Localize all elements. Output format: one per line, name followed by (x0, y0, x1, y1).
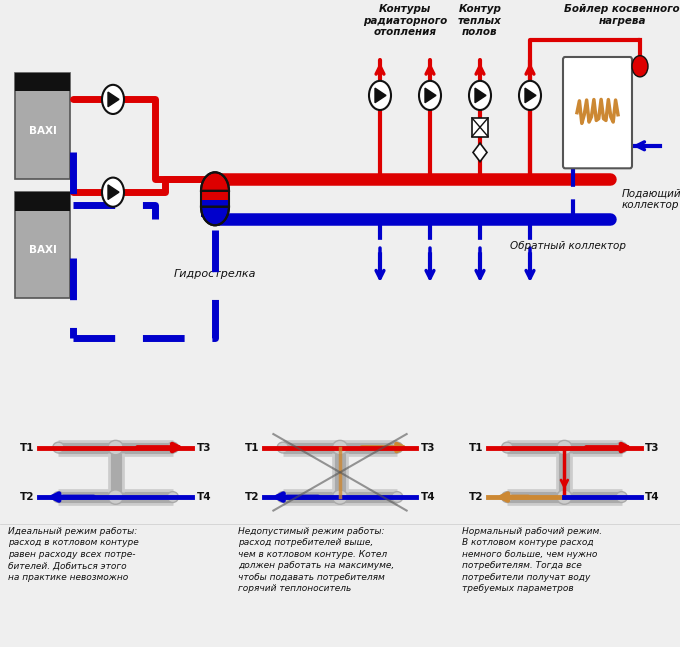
Circle shape (392, 492, 403, 503)
Text: Нормальный рабочий режим.
В котловом контуре расход
немного больше, чем нужно
по: Нормальный рабочий режим. В котловом кон… (462, 527, 602, 593)
Bar (15, 192, 70, 211)
Text: Контур
теплых
полов: Контур теплых полов (458, 4, 502, 37)
Text: T1: T1 (469, 443, 483, 452)
Polygon shape (475, 88, 486, 103)
Circle shape (557, 490, 572, 504)
Bar (201, 183, 229, 200)
Circle shape (616, 492, 627, 503)
Text: Идеальный режим работы:
расход в котловом контуре
равен расходу всех потре-
бите: Идеальный режим работы: расход в котлово… (8, 527, 139, 582)
Text: Подающий
коллектор: Подающий коллектор (622, 188, 680, 210)
Circle shape (53, 442, 64, 453)
Text: T4: T4 (421, 492, 436, 502)
Polygon shape (525, 88, 536, 103)
Circle shape (167, 492, 178, 503)
Circle shape (167, 442, 178, 453)
Bar (201, 200, 229, 217)
Circle shape (53, 492, 64, 503)
Bar (472, 118, 488, 137)
Text: BAXI: BAXI (29, 245, 56, 256)
Polygon shape (425, 88, 436, 103)
Circle shape (102, 177, 124, 207)
Polygon shape (108, 185, 119, 199)
Circle shape (108, 441, 123, 455)
Circle shape (369, 81, 391, 110)
Text: T4: T4 (645, 492, 660, 502)
Text: T2: T2 (20, 492, 35, 502)
Text: Гидрострелка: Гидрострелка (174, 269, 256, 279)
Text: T2: T2 (245, 492, 259, 502)
Wedge shape (201, 172, 229, 191)
Circle shape (632, 56, 648, 77)
Bar (15, 192, 70, 298)
FancyBboxPatch shape (563, 57, 632, 168)
Text: Недопустимый режим работы:
расход потребителей выше,
чем в котловом контуре. Кот: Недопустимый режим работы: расход потреб… (238, 527, 394, 593)
Text: Бойлер косвенного
нагрева: Бойлер косвенного нагрева (564, 4, 680, 26)
Text: T1: T1 (20, 443, 35, 452)
Text: T3: T3 (197, 443, 211, 452)
Bar (15, 73, 70, 179)
Circle shape (469, 81, 491, 110)
Circle shape (102, 85, 124, 114)
Circle shape (277, 492, 288, 503)
Polygon shape (473, 143, 487, 162)
Text: T4: T4 (197, 492, 211, 502)
Wedge shape (201, 207, 229, 225)
Text: Обратный коллектор: Обратный коллектор (510, 241, 626, 251)
Circle shape (502, 442, 513, 453)
Polygon shape (108, 92, 119, 107)
Circle shape (277, 442, 288, 453)
Circle shape (419, 81, 441, 110)
Text: T2: T2 (469, 492, 483, 502)
Circle shape (333, 490, 347, 504)
Circle shape (519, 81, 541, 110)
Circle shape (616, 442, 627, 453)
Polygon shape (375, 88, 386, 103)
Text: T1: T1 (245, 443, 259, 452)
Text: BAXI: BAXI (29, 126, 56, 137)
Text: Контуры
радиаторного
отопления: Контуры радиаторного отопления (363, 4, 447, 37)
Circle shape (108, 490, 123, 504)
Text: T3: T3 (645, 443, 660, 452)
Circle shape (557, 441, 572, 455)
Bar (15, 73, 70, 91)
Circle shape (502, 492, 513, 503)
Text: T3: T3 (421, 443, 435, 452)
Circle shape (392, 442, 403, 453)
Circle shape (333, 441, 347, 455)
